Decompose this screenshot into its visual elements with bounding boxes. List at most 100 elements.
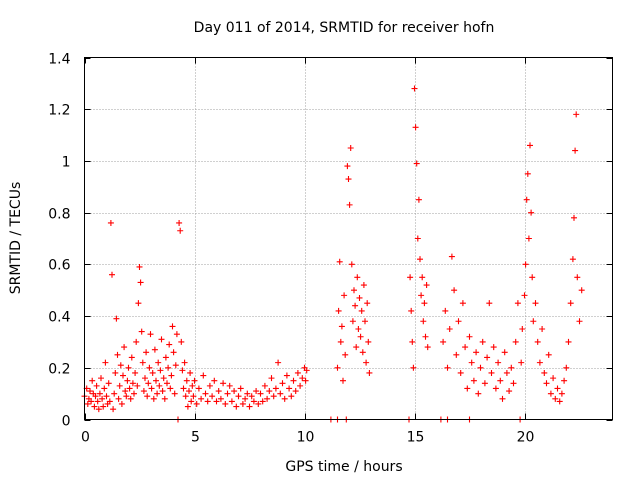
data-point [259, 398, 266, 405]
data-point [148, 385, 155, 392]
data-point [206, 382, 213, 389]
data-point [124, 377, 131, 384]
data-point [545, 351, 552, 358]
data-point [146, 364, 153, 371]
data-point [226, 382, 233, 389]
data-point [181, 359, 188, 366]
data-point [87, 388, 93, 395]
data-point [261, 382, 268, 389]
data-point [418, 292, 425, 299]
data-point [288, 393, 295, 400]
data-point [266, 388, 273, 395]
data-point [558, 390, 565, 397]
y-tick-labels: 0 0.2 0.4 0.6 0.8 1 1.2 1.4 [48, 52, 70, 430]
data-point [556, 398, 563, 405]
data-point [94, 398, 101, 405]
data-point [409, 338, 416, 345]
data-point [497, 377, 504, 384]
data-point [470, 377, 477, 384]
data-point [336, 258, 343, 265]
data-point [242, 395, 249, 402]
grid-lines [84, 57, 613, 420]
data-point [297, 382, 304, 389]
data-point [536, 359, 543, 366]
data-point [364, 300, 371, 307]
data-point [103, 393, 110, 400]
data-point [521, 292, 528, 299]
data-point [412, 124, 419, 131]
data-point [178, 338, 185, 345]
data-point [275, 359, 282, 366]
data-point [462, 344, 469, 351]
data-point [140, 388, 147, 395]
data-point [365, 338, 372, 345]
data-point [222, 400, 229, 407]
data-point [187, 369, 194, 376]
plot-frame [84, 57, 613, 420]
data-point [576, 318, 583, 325]
data-point [145, 380, 152, 387]
data-point [451, 287, 458, 294]
data-point [264, 395, 271, 402]
data-point [143, 349, 150, 356]
data-point [354, 274, 361, 281]
data-point [444, 364, 451, 371]
data-point [169, 323, 176, 330]
data-point [286, 385, 293, 392]
data-point [527, 142, 533, 149]
data-point [359, 349, 366, 356]
data-point [126, 385, 133, 392]
data-point [455, 318, 462, 325]
data-point [420, 318, 427, 325]
data-point [195, 385, 202, 392]
data-point [155, 359, 162, 366]
data-point [159, 388, 166, 395]
data-point [211, 377, 218, 384]
data-point [423, 282, 430, 289]
data-point [413, 160, 420, 167]
data-point [179, 367, 186, 374]
data-point [123, 393, 130, 400]
data-point [554, 385, 561, 392]
data-point [335, 307, 342, 314]
data-point [200, 372, 207, 379]
data-point [481, 380, 488, 387]
data-point [170, 349, 177, 356]
data-point [547, 390, 554, 397]
data-point [572, 147, 579, 154]
data-point [89, 377, 96, 384]
data-point [543, 380, 550, 387]
data-point [233, 403, 240, 410]
data-point [345, 176, 352, 183]
data-point [508, 364, 515, 371]
data-point [177, 227, 184, 234]
data-point [477, 364, 484, 371]
data-point [157, 367, 164, 374]
data-point [165, 364, 172, 371]
data-point [166, 341, 173, 348]
data-point [334, 364, 341, 371]
data-point [168, 372, 175, 379]
data-point [202, 390, 209, 397]
x-tick-label: 5 [191, 430, 200, 446]
data-point [512, 338, 519, 345]
data-point [114, 351, 121, 358]
data-point [417, 256, 423, 263]
chart-title: Day 011 of 2014, SRMTID for receiver hof… [194, 20, 495, 36]
data-point [255, 400, 262, 407]
data-point [176, 219, 183, 226]
data-point [360, 282, 367, 289]
data-point [578, 287, 585, 294]
data-point [506, 388, 513, 395]
data-point [96, 390, 103, 397]
data-point [294, 369, 301, 376]
data-point [408, 307, 415, 314]
data-point [529, 274, 536, 281]
data-point [303, 367, 310, 374]
data-point [100, 403, 107, 410]
data-point [552, 395, 559, 402]
data-point [235, 393, 242, 400]
data-point [356, 294, 363, 301]
data-point [250, 398, 257, 405]
